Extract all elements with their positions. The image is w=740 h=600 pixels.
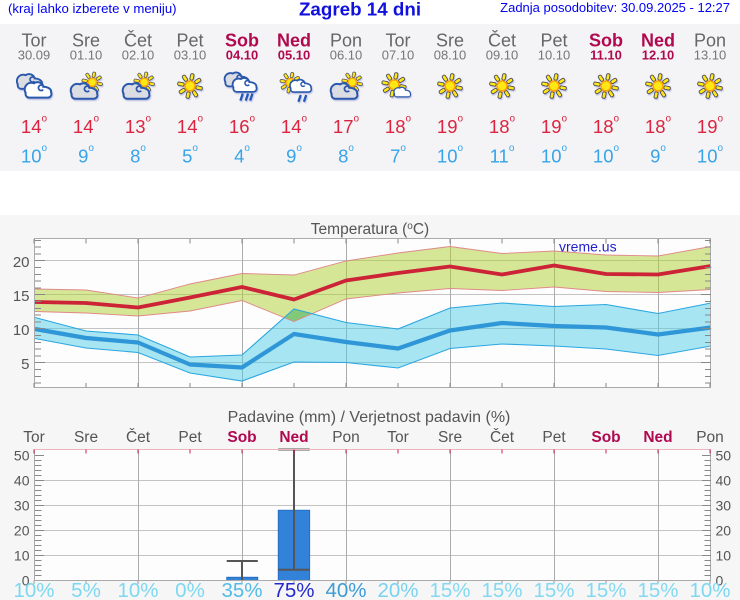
svg-text:Padavine (mm) / Verjetnost pad: Padavine (mm) / Verjetnost padavin (%): [228, 409, 511, 426]
svg-text:18o: 18o: [645, 114, 672, 138]
svg-text:30: 30: [716, 498, 732, 514]
svg-text:Temperatura (oC): Temperatura (oC): [311, 221, 429, 238]
svg-text:20: 20: [13, 254, 30, 271]
svg-text:15%: 15%: [429, 579, 470, 600]
svg-text:50: 50: [14, 448, 30, 464]
svg-text:10.10: 10.10: [538, 47, 571, 62]
svg-text:Sre: Sre: [74, 429, 98, 446]
svg-text:12.10: 12.10: [642, 47, 675, 62]
svg-text:Sre: Sre: [436, 31, 464, 51]
svg-text:Ned: Ned: [641, 31, 675, 51]
svg-text:09.10: 09.10: [486, 47, 519, 62]
svg-text:Pet: Pet: [540, 31, 567, 51]
svg-text:01.10: 01.10: [70, 47, 103, 62]
svg-text:10%: 10%: [13, 579, 54, 600]
svg-text:10%: 10%: [689, 579, 730, 600]
svg-text:Zadnja posodobitev: 30.09.2025: Zadnja posodobitev: 30.09.2025 - 12:27: [500, 0, 730, 15]
svg-text:75%: 75%: [273, 579, 314, 600]
svg-text:20%: 20%: [377, 579, 418, 600]
svg-text:08.10: 08.10: [434, 47, 467, 62]
svg-text:Tor: Tor: [385, 31, 410, 51]
svg-text:10o: 10o: [593, 143, 620, 167]
svg-text:15%: 15%: [533, 579, 574, 600]
svg-text:0: 0: [22, 573, 30, 589]
svg-text:10o: 10o: [697, 143, 724, 167]
svg-text:Pet: Pet: [542, 429, 566, 446]
svg-text:Pon: Pon: [696, 429, 724, 446]
svg-text:30: 30: [14, 498, 30, 514]
svg-text:40%: 40%: [325, 579, 366, 600]
svg-text:06.10: 06.10: [330, 47, 363, 62]
svg-text:30.09: 30.09: [18, 47, 51, 62]
svg-text:03.10: 03.10: [174, 47, 207, 62]
svg-text:14o: 14o: [21, 114, 48, 138]
svg-text:35%: 35%: [221, 579, 262, 600]
svg-text:10o: 10o: [541, 143, 568, 167]
svg-text:15%: 15%: [585, 579, 626, 600]
svg-text:13o: 13o: [125, 114, 152, 138]
svg-text:Pet: Pet: [176, 31, 203, 51]
svg-text:5%: 5%: [71, 579, 101, 600]
svg-text:Čet: Čet: [488, 30, 516, 51]
svg-text:Tor: Tor: [23, 429, 45, 446]
svg-text:Tor: Tor: [21, 31, 46, 51]
svg-text:Čet: Čet: [124, 30, 152, 51]
svg-text:10%: 10%: [117, 579, 158, 600]
svg-text:19o: 19o: [541, 114, 568, 138]
svg-text:Pon: Pon: [694, 31, 726, 51]
svg-text:15: 15: [13, 288, 30, 305]
svg-text:15%: 15%: [481, 579, 522, 600]
svg-text:Čet: Čet: [126, 429, 151, 446]
svg-text:Sob: Sob: [589, 31, 623, 51]
svg-text:17o: 17o: [333, 114, 360, 138]
svg-text:13.10: 13.10: [694, 47, 727, 62]
svg-text:15%: 15%: [637, 579, 678, 600]
svg-text:40: 40: [14, 473, 30, 489]
svg-text:14o: 14o: [73, 114, 100, 138]
svg-text:19o: 19o: [697, 114, 724, 138]
svg-text:10: 10: [13, 322, 30, 339]
svg-text:Sob: Sob: [227, 429, 256, 446]
svg-text:11o: 11o: [490, 143, 515, 167]
svg-text:10: 10: [716, 548, 732, 564]
svg-text:10o: 10o: [21, 143, 48, 167]
svg-text:Sob: Sob: [591, 429, 620, 446]
svg-text:5: 5: [21, 356, 29, 373]
svg-text:Čet: Čet: [490, 429, 515, 446]
svg-text:07.10: 07.10: [382, 47, 415, 62]
svg-text:Sre: Sre: [72, 31, 100, 51]
svg-text:19o: 19o: [437, 114, 464, 138]
svg-text:18o: 18o: [385, 114, 412, 138]
svg-text:Ned: Ned: [279, 429, 308, 446]
svg-text:14o: 14o: [281, 114, 308, 138]
svg-text:(kraj lahko izberete v meniju): (kraj lahko izberete v meniju): [8, 1, 177, 16]
svg-text:18o: 18o: [489, 114, 516, 138]
svg-text:20: 20: [14, 523, 30, 539]
svg-text:Pon: Pon: [330, 31, 362, 51]
svg-text:Sob: Sob: [225, 31, 259, 51]
svg-text:vreme.us: vreme.us: [559, 239, 617, 255]
svg-text:0: 0: [716, 573, 724, 589]
svg-text:18o: 18o: [593, 114, 620, 138]
svg-text:40: 40: [716, 473, 732, 489]
svg-text:20: 20: [716, 523, 732, 539]
svg-text:04.10: 04.10: [226, 47, 259, 62]
svg-text:Ned: Ned: [643, 429, 672, 446]
svg-text:02.10: 02.10: [122, 47, 155, 62]
svg-text:10: 10: [14, 548, 30, 564]
svg-text:11.10: 11.10: [590, 47, 622, 62]
svg-text:14o: 14o: [177, 114, 204, 138]
svg-text:05.10: 05.10: [278, 47, 311, 62]
svg-text:Pet: Pet: [178, 429, 202, 446]
svg-text:0%: 0%: [175, 579, 205, 600]
svg-text:50: 50: [716, 448, 732, 464]
svg-text:Sre: Sre: [438, 429, 462, 446]
svg-text:Ned: Ned: [277, 31, 311, 51]
svg-text:16o: 16o: [229, 114, 256, 138]
svg-text:Pon: Pon: [332, 429, 360, 446]
svg-text:10o: 10o: [437, 143, 464, 167]
svg-text:Tor: Tor: [387, 429, 409, 446]
svg-text:Zagreb 14 dni: Zagreb 14 dni: [299, 0, 421, 20]
